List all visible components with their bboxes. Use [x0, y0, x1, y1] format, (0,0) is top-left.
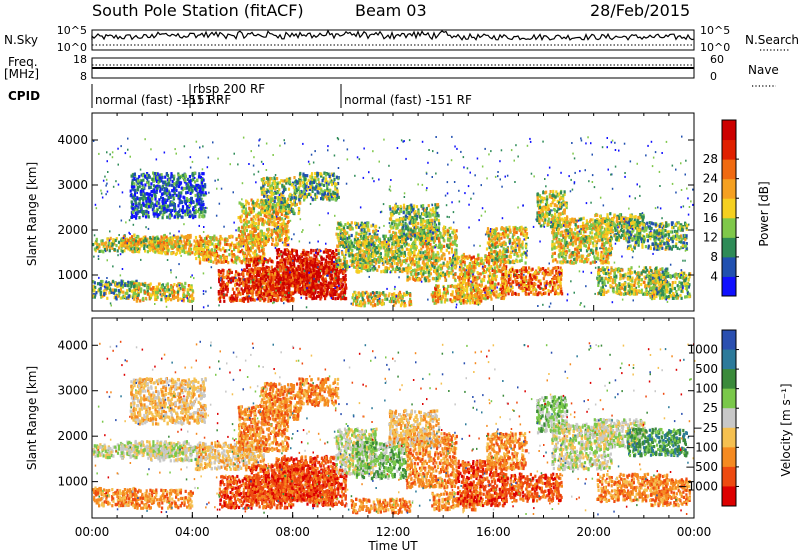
colorbar-tick-label: 100: [695, 382, 718, 396]
colorbar-swatch: [722, 276, 736, 296]
cpid-label: CPID: [8, 89, 40, 103]
time-tick-label: 04:00: [175, 525, 210, 539]
velocity-panel: Slant Range [km] 1000 2000 3000 4000: [25, 318, 696, 518]
rti-figure: South Pole Station (fitACF) Beam 03 28/F…: [0, 0, 800, 554]
colorbar-swatch: [722, 179, 736, 199]
colorbar-tick-label: 8: [710, 250, 718, 264]
colorbar-swatch: [722, 237, 736, 257]
date-label: 28/Feb/2015: [590, 1, 690, 20]
rti-plot: South Pole Station (fitACF) Beam 03 28/F…: [0, 0, 800, 554]
cpid-row: CPID normal (fast) -151 RF rbsp 200 RF -…: [8, 82, 472, 108]
time-tick-label: 12:00: [376, 525, 411, 539]
colorbar-swatch: [722, 218, 736, 238]
range-tick-label: 4000: [57, 133, 88, 147]
colorbar-swatch: [722, 467, 736, 487]
cpid-segment-4: normal (fast) -151 RF: [344, 93, 472, 107]
cpid-segment-3: -151 RF: [185, 93, 231, 107]
colorbar-tick-label: 25: [703, 401, 718, 415]
power-ylabel: Slant Range [km]: [25, 162, 39, 266]
nsearch-tick-top: 10^5: [700, 24, 730, 37]
colorbar-tick-label: 24: [703, 172, 718, 186]
colorbar-swatch: [722, 389, 736, 409]
power-colorbar-label: Power [dB]: [757, 181, 771, 246]
nsky-panel: N.Sky 10^5 10^0 10^5 10^0 N.Search: [4, 24, 799, 54]
nsearch-label: N.Search: [745, 33, 799, 47]
velocity-heatmap: [92, 341, 695, 516]
colorbar-swatch: [722, 159, 736, 179]
nave-label: Nave: [748, 63, 779, 77]
freq-tick-top: 18: [73, 53, 87, 66]
colorbar-swatch: [722, 120, 736, 140]
time-tick-label: 08:00: [275, 525, 310, 539]
freq-tick-bottom: 8: [80, 70, 87, 83]
colorbar-swatch: [722, 447, 736, 467]
time-tick-label: 00:00: [75, 525, 110, 539]
velocity-colorbar-label: Velocity [m s⁻¹]: [779, 383, 793, 476]
power-heatmap: [92, 136, 694, 309]
nave-tick-top: 60: [710, 53, 724, 66]
nsky-trace: [92, 31, 694, 45]
power-panel: Slant Range [km] 1000 2000 3000 4000: [25, 113, 694, 311]
colorbar-tick-label: 20: [703, 191, 718, 205]
colorbar-swatch: [722, 369, 736, 389]
colorbar-tick-label: −25: [693, 421, 718, 435]
nsky-label: N.Sky: [4, 33, 38, 47]
colorbar-tick-label: 500: [695, 362, 718, 376]
colorbar-tick-label: −1000: [677, 479, 718, 493]
nsky-tick-top: 10^5: [57, 24, 87, 37]
nave-tick-bottom: 0: [710, 70, 717, 83]
colorbar-swatch: [722, 428, 736, 448]
range-tick-label: 2000: [57, 429, 88, 443]
colorbar-swatch: [722, 257, 736, 277]
colorbar-swatch: [722, 330, 736, 350]
colorbar-swatch: [722, 408, 736, 428]
time-tick-label: 00:00: [677, 525, 712, 539]
time-axis-label: Time UT: [367, 539, 418, 553]
range-tick-label: 3000: [57, 178, 88, 192]
colorbar-swatch: [722, 350, 736, 370]
time-tick-label: 16:00: [476, 525, 511, 539]
velocity-ylabel: Slant Range [km]: [25, 366, 39, 470]
freq-unit: [MHz]: [4, 67, 39, 81]
colorbar-swatch: [722, 486, 736, 506]
freq-panel: Freq. [MHz] 18 8 60 0 Nave: [4, 53, 779, 86]
colorbar-tick-label: 1000: [687, 343, 718, 357]
range-tick-label: 2000: [57, 223, 88, 237]
colorbar-tick-label: −100: [685, 440, 718, 454]
colorbar-tick-label: 16: [703, 211, 718, 225]
power-colorbar: 4 8 12 16 20 24 28 Power [dB]: [703, 120, 771, 297]
colorbar-swatch: [722, 198, 736, 218]
colorbar-tick-label: 12: [703, 230, 718, 244]
range-tick-label: 1000: [57, 268, 88, 282]
range-tick-label: 1000: [57, 475, 88, 489]
colorbar-tick-label: 28: [703, 152, 718, 166]
colorbar-swatch: [722, 140, 736, 160]
time-tick-label: 20:00: [576, 525, 611, 539]
station-title: South Pole Station (fitACF): [92, 1, 304, 20]
colorbar-tick-label: −500: [685, 460, 718, 474]
beam-label: Beam 03: [355, 1, 427, 20]
range-tick-label: 4000: [57, 338, 88, 352]
range-tick-label: 3000: [57, 384, 88, 398]
colorbar-tick-label: 4: [710, 269, 718, 283]
velocity-colorbar: 1000 500 100 25 −25 −100 −500 −1000 Velocity [m…: [677, 330, 793, 507]
